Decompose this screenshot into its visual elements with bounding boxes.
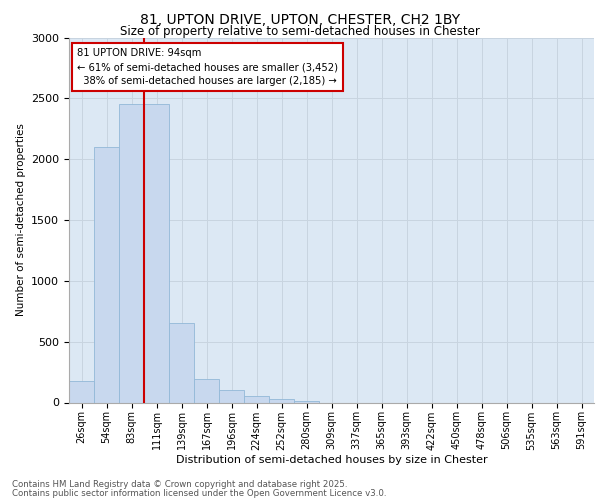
Text: 81, UPTON DRIVE, UPTON, CHESTER, CH2 1BY: 81, UPTON DRIVE, UPTON, CHESTER, CH2 1BY — [140, 12, 460, 26]
Bar — [219, 390, 244, 402]
Bar — [69, 381, 94, 402]
Bar — [94, 147, 119, 403]
Bar — [119, 104, 144, 403]
Text: 81 UPTON DRIVE: 94sqm
← 61% of semi-detached houses are smaller (3,452)
  38% of: 81 UPTON DRIVE: 94sqm ← 61% of semi-deta… — [77, 48, 338, 86]
Bar — [169, 324, 194, 402]
Bar — [144, 104, 169, 403]
Y-axis label: Number of semi-detached properties: Number of semi-detached properties — [16, 124, 26, 316]
Text: Contains HM Land Registry data © Crown copyright and database right 2025.: Contains HM Land Registry data © Crown c… — [12, 480, 347, 489]
Bar — [269, 399, 294, 402]
Bar — [244, 396, 269, 402]
Text: Contains public sector information licensed under the Open Government Licence v3: Contains public sector information licen… — [12, 488, 386, 498]
Bar — [194, 379, 219, 402]
X-axis label: Distribution of semi-detached houses by size in Chester: Distribution of semi-detached houses by … — [176, 455, 487, 465]
Text: Size of property relative to semi-detached houses in Chester: Size of property relative to semi-detach… — [120, 25, 480, 38]
